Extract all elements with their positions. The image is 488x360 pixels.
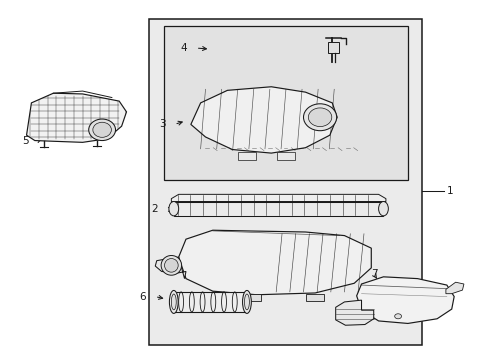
Bar	[173, 202, 383, 216]
Ellipse shape	[244, 294, 249, 310]
Polygon shape	[26, 93, 126, 142]
Bar	[163, 26, 407, 180]
Polygon shape	[356, 277, 453, 323]
Polygon shape	[178, 230, 370, 295]
Text: 1: 1	[446, 186, 452, 197]
Ellipse shape	[378, 202, 387, 216]
Polygon shape	[190, 87, 336, 153]
Bar	[277, 152, 294, 159]
Ellipse shape	[93, 122, 111, 137]
Text: 5: 5	[22, 136, 29, 145]
Ellipse shape	[164, 258, 178, 272]
Text: 4: 4	[180, 43, 186, 53]
Ellipse shape	[168, 202, 178, 216]
Text: 6: 6	[139, 292, 146, 302]
Ellipse shape	[161, 256, 181, 275]
Polygon shape	[171, 194, 385, 202]
Bar	[328, 42, 338, 53]
Polygon shape	[335, 300, 373, 325]
Ellipse shape	[171, 294, 176, 310]
Bar	[173, 292, 246, 312]
Text: 3: 3	[159, 120, 165, 129]
Ellipse shape	[394, 314, 401, 319]
Ellipse shape	[242, 291, 251, 314]
Ellipse shape	[169, 291, 178, 314]
Polygon shape	[445, 282, 463, 294]
Bar	[149, 19, 422, 345]
Text: 2: 2	[151, 204, 158, 215]
Polygon shape	[243, 294, 260, 301]
Ellipse shape	[308, 108, 331, 127]
Text: 7: 7	[370, 269, 377, 279]
Polygon shape	[306, 294, 324, 301]
Polygon shape	[155, 257, 185, 279]
Ellipse shape	[88, 119, 115, 140]
Bar	[238, 152, 255, 159]
Ellipse shape	[303, 104, 336, 131]
